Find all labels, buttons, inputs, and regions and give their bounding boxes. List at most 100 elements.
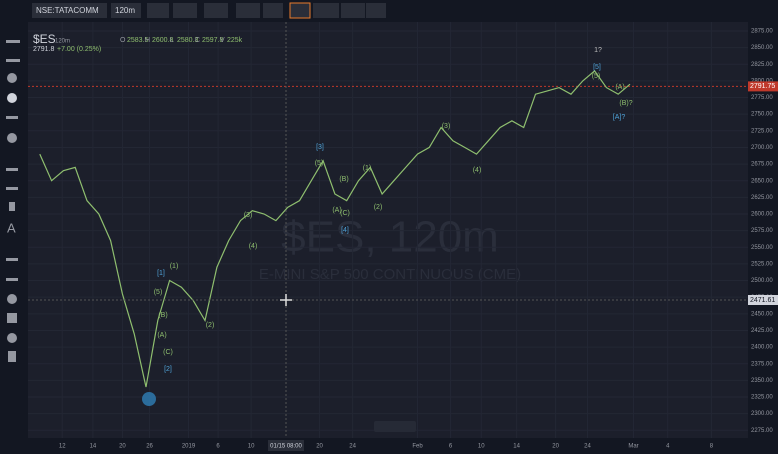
tool-icon[interactable] bbox=[6, 278, 18, 281]
y-tick-label: 2675.00 bbox=[751, 162, 773, 168]
y-tick-label: 2550.00 bbox=[751, 245, 773, 251]
tool-icon[interactable] bbox=[6, 187, 18, 190]
last-price-label: 2791.75 bbox=[750, 83, 775, 90]
ohlc-item: 225k bbox=[227, 37, 243, 44]
ohlc-item: C bbox=[195, 37, 200, 44]
wave-marker bbox=[142, 392, 156, 406]
wave-label: (2) bbox=[206, 322, 215, 329]
wave-label: (4) bbox=[473, 167, 482, 174]
watermark-subtitle: E-MINI S&P 500 CONTINUOUS (CME) bbox=[259, 266, 521, 283]
legend-symbol: $ES bbox=[33, 32, 56, 46]
zoom-controls[interactable] bbox=[374, 421, 416, 432]
wave-label: (B) bbox=[339, 176, 348, 183]
wave-label: [5] bbox=[593, 64, 601, 71]
y-tick-label: 2850.00 bbox=[751, 45, 773, 51]
line-button[interactable] bbox=[341, 3, 365, 18]
plot-bg bbox=[28, 22, 748, 438]
indicators-button[interactable] bbox=[204, 3, 228, 18]
wave-label: (A) bbox=[157, 332, 166, 339]
y-tick-label: 2500.00 bbox=[751, 278, 773, 284]
wave-label: (C) bbox=[340, 210, 350, 217]
interval-button[interactable] bbox=[111, 3, 141, 18]
left-toolbar bbox=[0, 22, 28, 454]
ohlc-item: H bbox=[145, 37, 150, 44]
wave-label: (3) bbox=[442, 123, 451, 130]
last-price-box bbox=[748, 81, 778, 92]
x-tick-label: 2019 bbox=[182, 444, 196, 450]
y-tick-label: 2725.00 bbox=[751, 128, 773, 134]
bars-button[interactable] bbox=[147, 3, 169, 18]
crosshair-time: 01/15 08:00 bbox=[270, 444, 302, 450]
x-tick-label: 20 bbox=[316, 444, 323, 450]
tool-icon[interactable] bbox=[6, 40, 20, 43]
y-tick-label: 2400.00 bbox=[751, 345, 773, 351]
compare-button[interactable] bbox=[236, 3, 260, 18]
wave-label: (1) bbox=[363, 165, 372, 172]
x-tick-label: Feb bbox=[412, 444, 423, 450]
wave-label: [3] bbox=[316, 144, 324, 151]
tool-icon[interactable] bbox=[8, 351, 16, 362]
wave-label: (A) bbox=[615, 84, 624, 91]
tool-icon[interactable] bbox=[6, 258, 18, 261]
ohlc-item: 2583.5 bbox=[127, 37, 149, 44]
select-button[interactable] bbox=[289, 2, 311, 19]
y-tick-label: 2275.00 bbox=[751, 428, 773, 434]
x-tick-label: 8 bbox=[710, 444, 714, 450]
tool-icon[interactable] bbox=[7, 313, 17, 323]
x-tick-label: 20 bbox=[552, 444, 559, 450]
x-tick-label: 24 bbox=[584, 444, 591, 450]
ohlc-item: 2580.3 bbox=[177, 37, 199, 44]
crosshair-price: 2471.61 bbox=[750, 297, 775, 304]
legend-last: 2791.8 bbox=[33, 46, 55, 53]
tool-icon[interactable] bbox=[6, 168, 18, 171]
symbol-input[interactable]: NSE:TATACOMM bbox=[36, 6, 99, 15]
arrow-button[interactable] bbox=[313, 3, 339, 18]
wave-label: (2) bbox=[374, 204, 383, 211]
wave-label: (3) bbox=[244, 212, 253, 219]
x-tick-label: 26 bbox=[146, 444, 153, 450]
wave-label: (A) bbox=[332, 207, 341, 214]
price-line bbox=[39, 70, 631, 388]
wave-label: (B)? bbox=[619, 100, 632, 107]
symbol-box[interactable] bbox=[32, 3, 107, 18]
x-tick-label: 20 bbox=[119, 444, 126, 450]
tool-icon[interactable] bbox=[6, 116, 18, 119]
interval-label: 120m bbox=[115, 6, 135, 15]
x-tick-label: 14 bbox=[513, 444, 520, 450]
tool-icon[interactable] bbox=[7, 73, 17, 83]
wave-label: [1] bbox=[157, 270, 165, 277]
text-tool[interactable]: A bbox=[7, 220, 16, 235]
wave-label: [4] bbox=[341, 227, 349, 234]
tool-icon[interactable] bbox=[7, 294, 17, 304]
legend-change: +7.00 (0.25%) bbox=[57, 46, 101, 53]
ohlc-item: O bbox=[120, 37, 126, 44]
y-tick-label: 2525.00 bbox=[751, 261, 773, 267]
wave-label: (4) bbox=[249, 243, 258, 250]
tool-icon[interactable] bbox=[7, 93, 17, 103]
tool-icon[interactable] bbox=[9, 202, 15, 211]
y-tick-label: 2450.00 bbox=[751, 311, 773, 317]
candles-button[interactable] bbox=[173, 3, 197, 18]
legend-interval: 120m bbox=[55, 39, 70, 45]
watermark-title: $ES, 120m bbox=[281, 213, 499, 262]
wave-label: (1) bbox=[170, 263, 179, 270]
x-tick-label: 10 bbox=[248, 444, 255, 450]
x-tick-label: 4 bbox=[666, 444, 670, 450]
tool-icon[interactable] bbox=[7, 133, 17, 143]
x-tick-label: 10 bbox=[478, 444, 485, 450]
ohlc-item: L bbox=[170, 37, 174, 44]
wave-label: [2] bbox=[164, 366, 172, 373]
tool-icon[interactable] bbox=[7, 333, 17, 343]
wave-button[interactable] bbox=[366, 3, 386, 18]
y-tick-label: 2750.00 bbox=[751, 112, 773, 118]
link-button[interactable] bbox=[263, 3, 283, 18]
price-axis bbox=[748, 22, 778, 454]
wave-label: (5) bbox=[154, 289, 163, 296]
tool-icon[interactable] bbox=[6, 59, 20, 62]
wave-label: (5) bbox=[592, 73, 601, 80]
y-tick-label: 2600.00 bbox=[751, 212, 773, 218]
x-tick-label: Mar bbox=[628, 444, 638, 450]
y-tick-label: 2875.00 bbox=[751, 29, 773, 35]
